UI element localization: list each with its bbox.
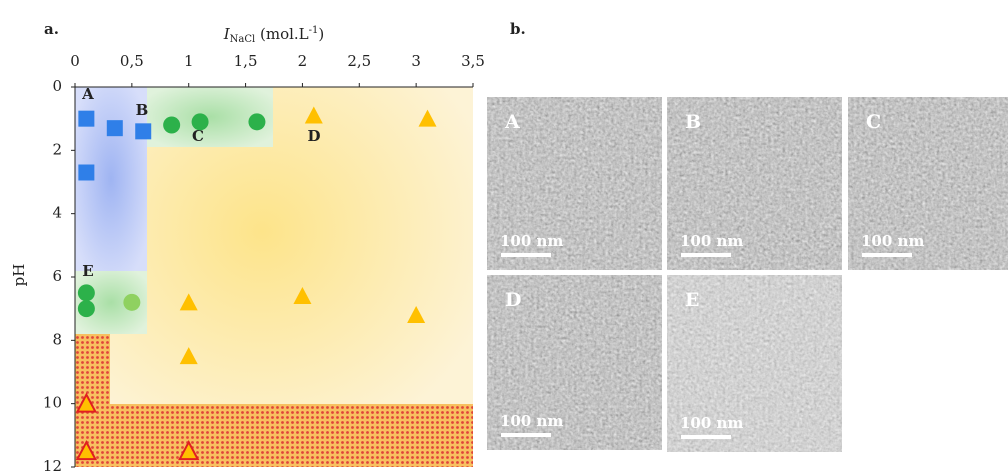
y-axis-title: pH — [10, 264, 28, 287]
point — [106, 120, 123, 137]
scale-label: 100 nm — [500, 412, 563, 430]
micrograph — [667, 275, 842, 452]
image-label: D — [505, 289, 521, 311]
x-tick-label: 2,5 — [347, 52, 371, 70]
point — [163, 116, 181, 134]
point — [418, 109, 437, 127]
region-dotted — [75, 334, 110, 404]
y-tick-label: 0 — [52, 77, 62, 95]
point — [179, 293, 198, 311]
region-label: E — [82, 262, 93, 280]
micrograph — [848, 97, 1008, 270]
point — [135, 123, 152, 140]
y-tick-label: 4 — [52, 204, 62, 222]
micrograph — [487, 275, 662, 450]
scale-label: 100 nm — [500, 232, 563, 250]
x-tick-label: 0,5 — [120, 52, 144, 70]
image-label: E — [685, 289, 699, 311]
region-label: B — [136, 101, 149, 119]
x-tick-label: 3 — [411, 52, 421, 70]
point — [179, 347, 198, 365]
point — [178, 440, 200, 461]
panel-label: a. — [44, 20, 59, 38]
micrograph — [487, 97, 662, 270]
point — [304, 106, 323, 124]
x-tick-label: 0 — [70, 52, 80, 70]
x-tick-label: 1,5 — [234, 52, 258, 70]
scale-label: 100 nm — [680, 232, 743, 250]
x-axis-title: INaCl (mol.L-1) — [223, 25, 325, 45]
region-dotted — [75, 404, 473, 467]
x-tick-label: 2 — [298, 52, 308, 70]
region-label: A — [81, 85, 94, 103]
panel-label: b. — [510, 20, 526, 38]
point — [123, 293, 141, 311]
point — [77, 284, 95, 302]
y-tick-label: 10 — [43, 394, 62, 412]
x-tick-label: 3,5 — [461, 52, 485, 70]
point — [75, 392, 98, 413]
micrograph — [667, 97, 842, 270]
y-tick-label: 8 — [52, 330, 62, 348]
image-label: A — [504, 111, 520, 133]
point — [293, 287, 312, 304]
scale-label: 100 nm — [861, 232, 924, 250]
point — [191, 113, 209, 131]
y-tick-label: 2 — [52, 140, 62, 158]
region-label: D — [307, 127, 320, 145]
point — [78, 110, 95, 127]
image-label: B — [685, 111, 701, 133]
scale-label: 100 nm — [680, 414, 743, 432]
y-tick-label: 12 — [43, 457, 62, 473]
point — [248, 113, 266, 131]
point — [77, 300, 95, 318]
point — [75, 440, 98, 461]
point — [78, 164, 95, 181]
region-label: C — [192, 127, 204, 145]
y-tick-label: 6 — [52, 267, 62, 285]
x-tick-label: 1 — [184, 52, 194, 70]
image-label: C — [866, 111, 881, 133]
point — [407, 306, 426, 323]
